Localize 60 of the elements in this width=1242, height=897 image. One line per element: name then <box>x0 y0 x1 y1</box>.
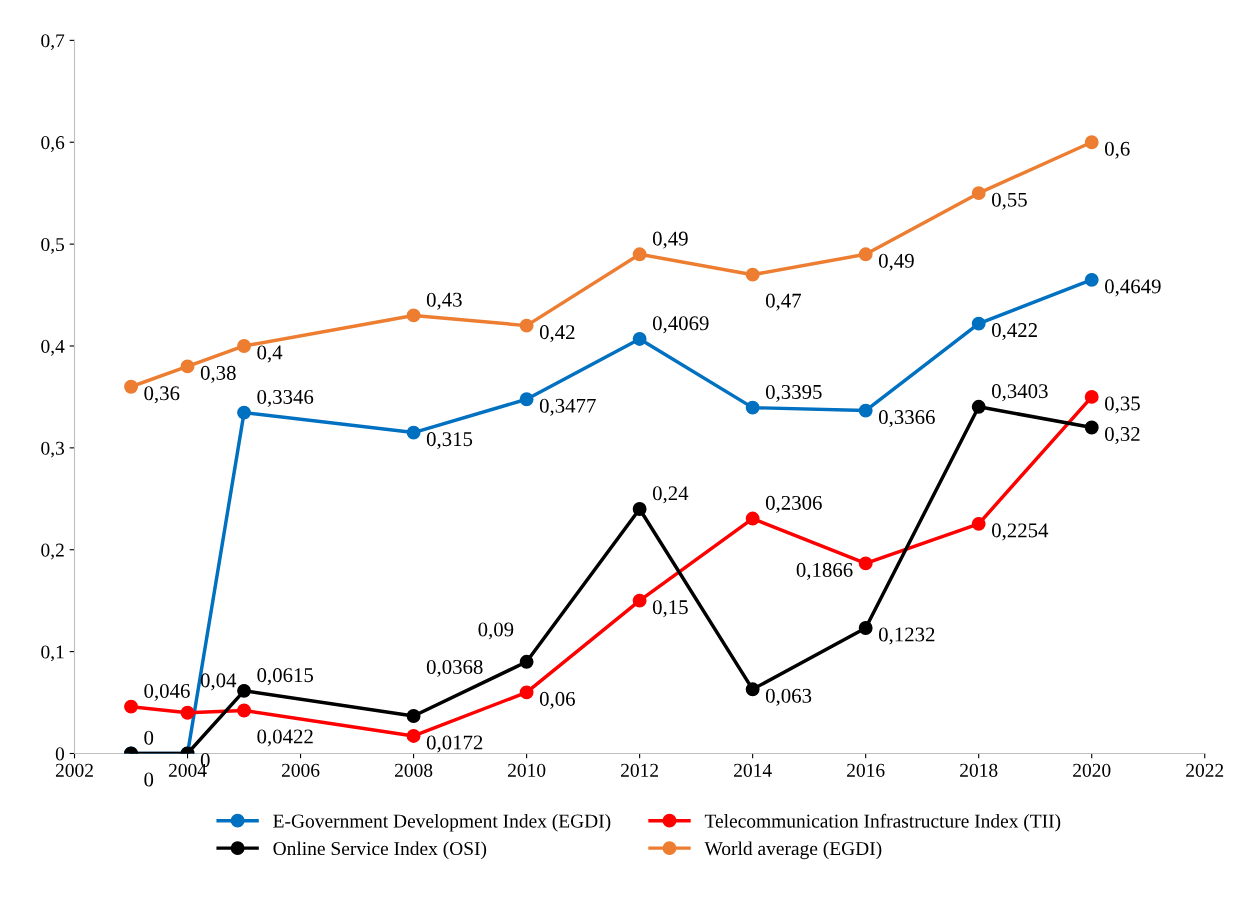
data-label: 0,49 <box>878 253 914 271</box>
data-label: 0,063 <box>765 688 812 706</box>
data-label: 0,4 <box>257 345 283 363</box>
data-label: 0,15 <box>652 600 688 618</box>
data-label: 0,55 <box>991 192 1027 210</box>
legend-label: Telecommunication Infrastructure Index (TII) <box>704 813 1061 832</box>
x-tick-label: 2010 <box>508 763 546 777</box>
data-label: 0,0368 <box>426 659 483 677</box>
data-label: 0,4649 <box>1105 279 1161 297</box>
data-label: 0,3395 <box>765 384 822 402</box>
data-label: 0,2254 <box>991 523 1049 541</box>
data-label: 0,09 <box>478 622 514 640</box>
y-tick-label: 0,2 <box>41 543 64 560</box>
data-label: 0,3403 <box>991 384 1048 402</box>
data-label: 0 <box>144 772 154 787</box>
data-label: 0,1866 <box>796 562 853 580</box>
x-tick-label: 2016 <box>847 763 885 777</box>
legend-label: World average (EGDI) <box>704 841 882 860</box>
x-tick-label: 2008 <box>395 763 433 777</box>
data-label: 0,3366 <box>878 410 935 428</box>
data-label: 0,0615 <box>257 668 314 686</box>
data-label: 0,06 <box>539 691 575 709</box>
x-tick-label: 2022 <box>1186 763 1224 777</box>
x-tick-label: 2006 <box>281 763 320 777</box>
data-label: 0,3346 <box>257 389 314 407</box>
data-label: 0,49 <box>652 231 688 249</box>
data-label: 0,2306 <box>765 495 822 513</box>
x-tick-label: 2002 <box>55 763 93 777</box>
data-label: 0,3477 <box>539 398 596 416</box>
y-tick-label: 0,4 <box>41 339 65 356</box>
data-label: 0,35 <box>1105 396 1140 414</box>
data-label: 0,38 <box>200 365 236 383</box>
data-label: 0,43 <box>426 292 462 310</box>
y-tick-label: 0,6 <box>41 136 65 152</box>
data-label: 0,42 <box>539 325 575 343</box>
data-label: 0,0422 <box>257 729 313 747</box>
legend-label: E-Government Development Index (EGDI) <box>273 813 611 832</box>
data-label: 0,36 <box>144 386 180 404</box>
y-tick-label: 0,1 <box>41 645 64 662</box>
data-label: 0,24 <box>652 486 689 504</box>
y-tick-label: 0 <box>55 747 65 761</box>
legend-label: Online Service Index (OSI) <box>273 841 487 860</box>
x-tick-label: 2012 <box>621 763 658 777</box>
x-tick-label: 2014 <box>734 763 772 777</box>
data-label: 0,422 <box>991 323 1037 341</box>
data-label: 0,4069 <box>652 316 709 334</box>
data-label: 0,1232 <box>878 627 935 645</box>
data-label: 0,046 <box>144 683 190 701</box>
y-tick-label: 0,3 <box>41 441 65 458</box>
x-tick-label: 2020 <box>1073 763 1111 777</box>
x-tick-label: 2018 <box>960 763 998 777</box>
data-label: 0,47 <box>765 293 802 311</box>
data-label: 0,315 <box>426 432 473 450</box>
y-tick-label: 0,7 <box>41 34 65 51</box>
data-label: 0 <box>144 730 154 745</box>
data-label: 0,0172 <box>426 735 483 753</box>
data-label: 0,6 <box>1105 141 1130 159</box>
data-label: 0,04 <box>200 673 237 691</box>
y-tick-label: 0,5 <box>41 237 65 254</box>
data-label: 0,32 <box>1105 426 1140 445</box>
